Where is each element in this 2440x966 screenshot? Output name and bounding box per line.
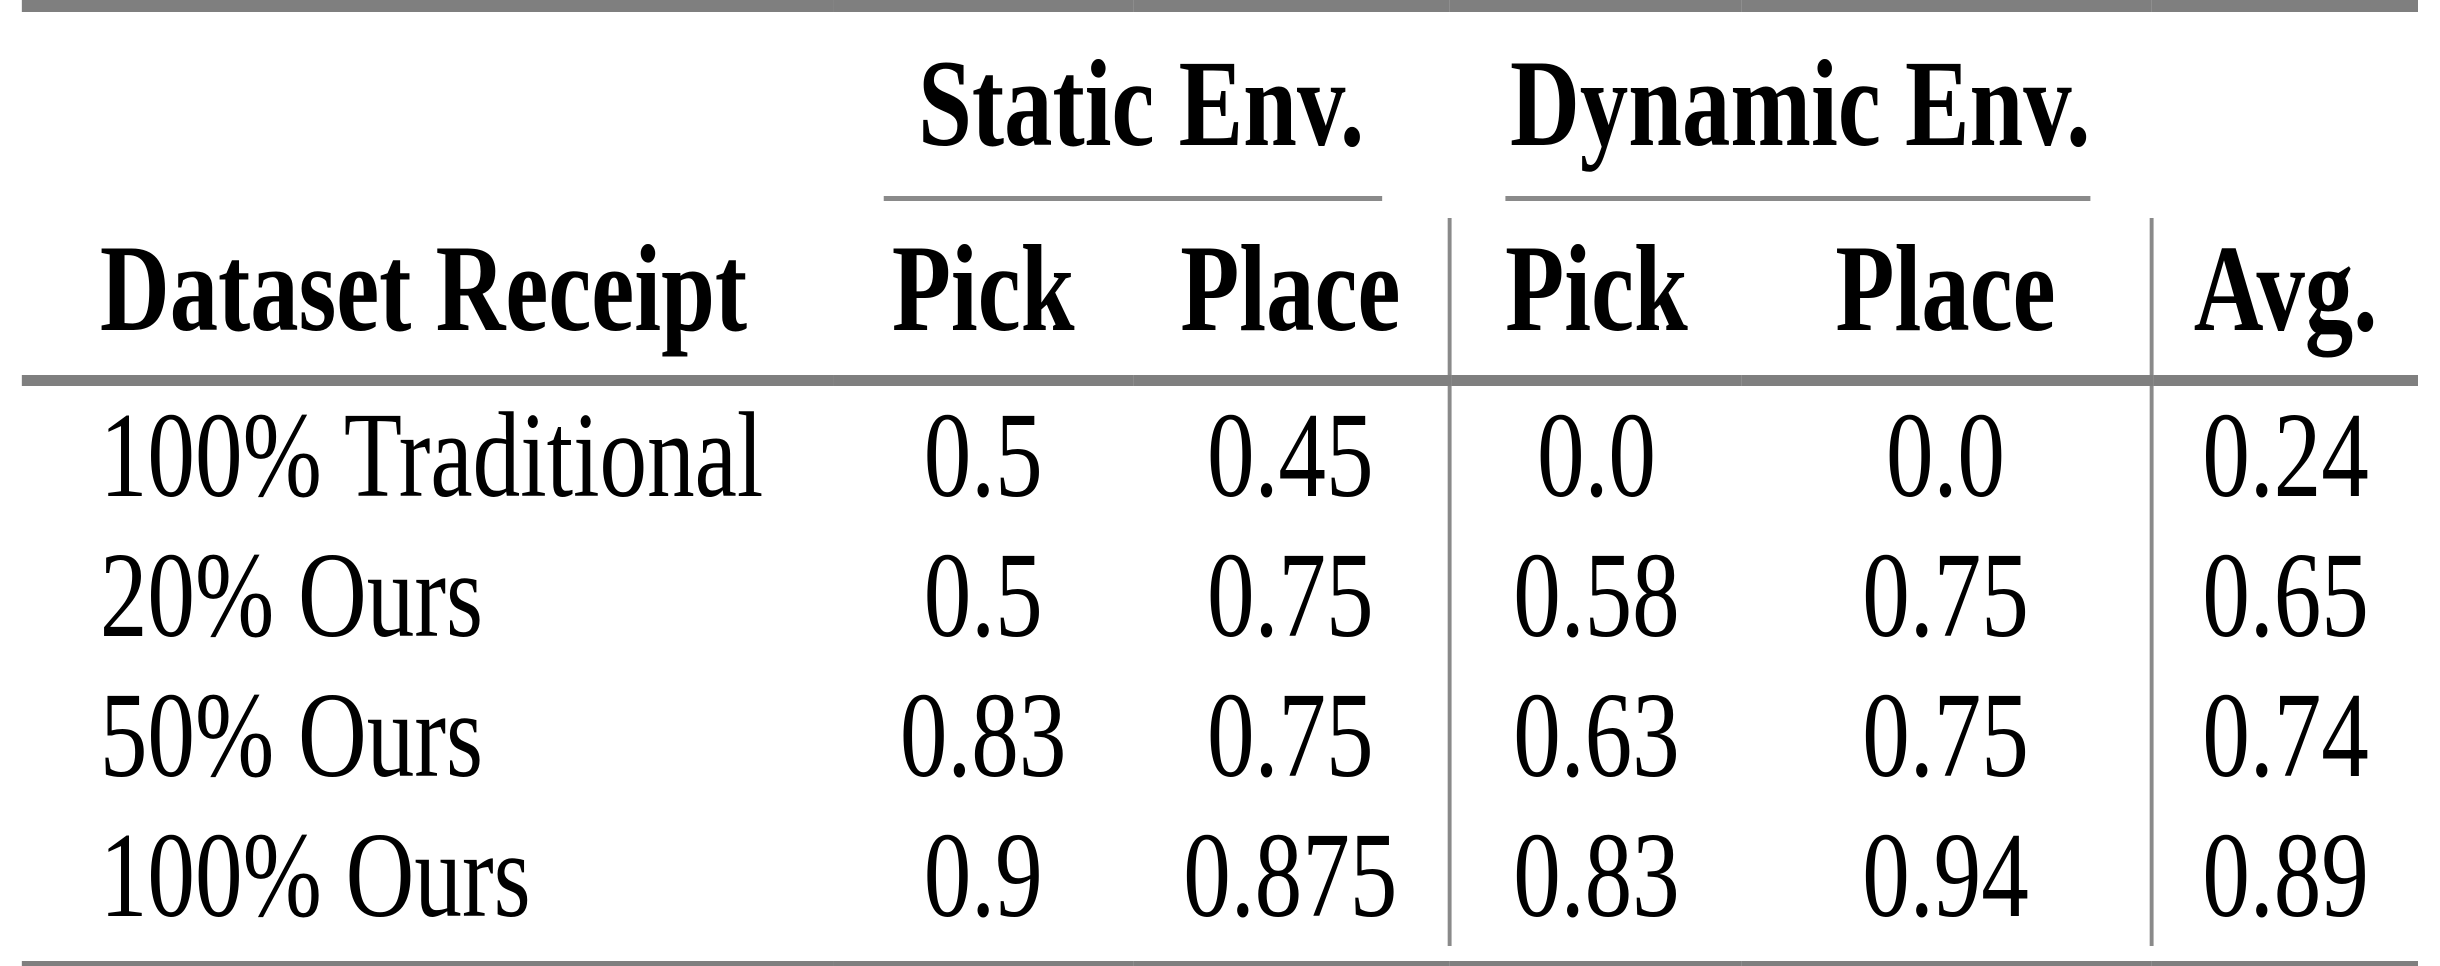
row-label: 50% Ours — [99, 667, 484, 803]
header-static-pick: Pick — [833, 218, 1134, 386]
static-env-cmidrule — [883, 196, 1383, 201]
static-place-value: 0.75 — [1133, 665, 1452, 806]
group-header-spacer — [22, 6, 833, 218]
avg-value: 0.74 — [2202, 667, 2369, 803]
table-row: 100% Ours 0.9 0.875 0.83 0.94 0.89 — [22, 805, 2418, 946]
avg-value: 0.89 — [2202, 807, 2369, 943]
dynamic-pick-value: 0.0 — [1536, 387, 1656, 523]
dynamic-place-value: 0.75 — [1741, 525, 2154, 666]
dynamic-pick-value: 0.83 — [1513, 807, 1680, 943]
avg-value: 0.65 — [2202, 527, 2369, 663]
table-row: 50% Ours 0.83 0.75 0.63 0.75 0.74 — [22, 665, 2418, 806]
row-label: 20% Ours — [99, 527, 484, 663]
static-place-value: 0.75 — [1133, 525, 1452, 666]
header-dataset-receipt: Dataset Receipt — [21, 218, 834, 386]
row-label: 100% Ours — [99, 807, 531, 943]
dynamic-place-value: 0.0 — [1741, 380, 2154, 526]
table-row: 100% Traditional 0.5 0.45 0.0 0.0 0.24 — [22, 380, 2418, 526]
static-pick-value: 0.5 — [923, 387, 1043, 523]
dynamic-pick-value: 0.63 — [1513, 667, 1680, 803]
row-label: 100% Traditional — [99, 387, 764, 523]
header-dynamic-place: Place — [1741, 218, 2154, 386]
header-avg: Avg. — [2151, 218, 2418, 386]
static-env-group-header: Static Env. — [833, 6, 1449, 218]
bottom-spacer-row — [22, 946, 2418, 966]
static-pick-value: 0.83 — [899, 667, 1067, 803]
group-header-spacer-avg — [2151, 6, 2418, 218]
dynamic-place-value: 0.75 — [1741, 665, 2154, 806]
results-table: Static Env. Dynamic Env. Dataset Receipt… — [21, 0, 2418, 966]
static-pick-value: 0.9 — [923, 807, 1043, 943]
column-header-row: Dataset Receipt Pick Place Pick Place Av… — [21, 218, 2418, 386]
avg-value: 0.24 — [2202, 387, 2369, 523]
header-static-place: Place — [1133, 218, 1452, 386]
static-pick-value: 0.5 — [923, 527, 1043, 663]
dynamic-pick-value: 0.58 — [1513, 527, 1680, 663]
dynamic-place-value: 0.94 — [1741, 805, 2154, 946]
static-env-label: Static Env. — [918, 35, 1365, 172]
table-row: 20% Ours 0.5 0.75 0.58 0.75 0.65 — [22, 525, 2418, 666]
header-dynamic-pick: Pick — [1449, 218, 1742, 386]
group-header-row: Static Env. Dynamic Env. — [22, 6, 2418, 218]
dynamic-env-group-header: Dynamic Env. — [1449, 6, 2151, 218]
static-place-value: 0.45 — [1133, 380, 1452, 526]
dynamic-env-label: Dynamic Env. — [1510, 35, 2091, 172]
dynamic-env-cmidrule — [1505, 196, 2091, 201]
static-place-value: 0.875 — [1133, 805, 1452, 946]
